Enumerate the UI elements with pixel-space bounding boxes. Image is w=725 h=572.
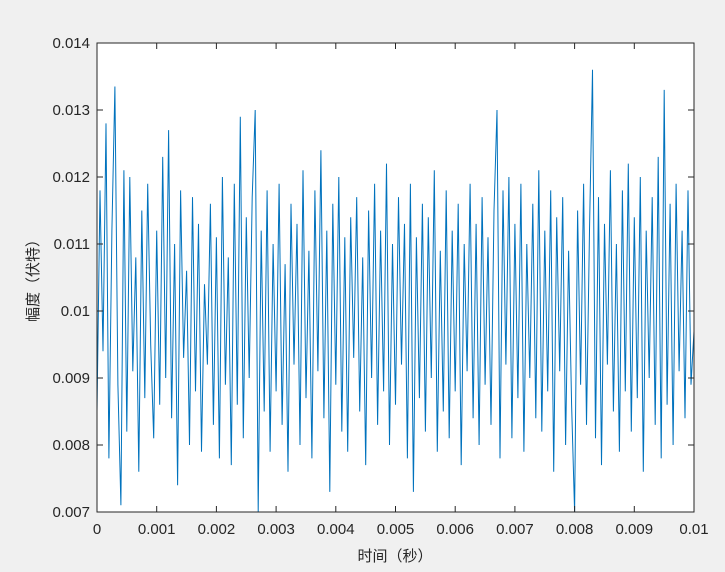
x-tick-label: 0.008 [556,521,594,538]
x-axis-label: 时间（秒） [357,547,432,565]
y-tick-label: 0.008 [52,437,90,454]
x-tick-label: 0.004 [317,521,355,538]
series-line [96,69,695,513]
x-tick-label: 0.009 [616,521,654,538]
x-axis: 0 0.001 0.002 0.003 0.004 0.005 0.006 0.007 0.00… [93,43,709,538]
y-tick-label: 0.009 [52,370,90,387]
x-tick-label: 0.005 [377,521,415,538]
x-tick-label: 0.006 [436,521,474,538]
x-tick-label: 0.003 [257,521,295,538]
y-tick-label: 0.012 [52,169,90,186]
y-axis-label: 幅度（伏特） [24,232,42,322]
x-tick-label: 0.002 [198,521,236,538]
x-tick-label: 0 [93,521,101,538]
series-group [96,69,695,513]
y-tick-label: 0.011 [54,236,90,253]
y-tick-label: 0.01 [61,303,90,320]
x-tick-label: 0.007 [496,521,534,538]
x-tick-label: 0.01 [679,521,708,538]
y-axis: 0.007 0.008 0.009 0.01 0.011 0.012 0.013 0.014 [52,35,694,521]
y-tick-label: 0.007 [52,504,90,521]
x-tick-label: 0.001 [138,521,176,538]
y-tick-label: 0.013 [52,102,90,119]
y-tick-label: 0.014 [52,35,90,52]
